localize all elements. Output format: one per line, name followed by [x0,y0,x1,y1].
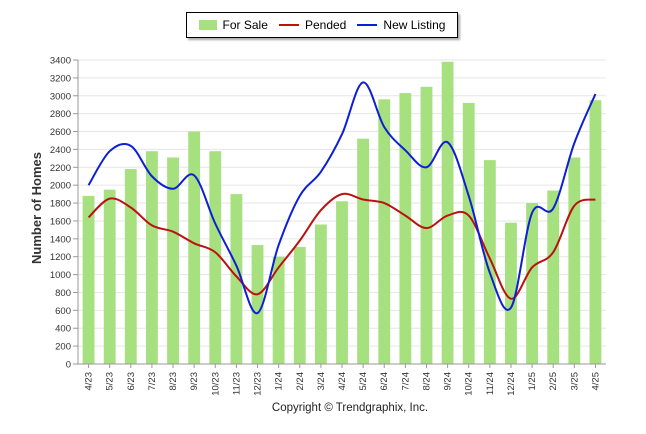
x-tick-label: 8/24 [421,372,432,391]
x-tick-label: 6/24 [379,372,390,391]
bar-for-sale [420,86,433,364]
copyright: Copyright © Trendgraphix, Inc. [271,402,429,414]
y-tick-label: 1400 [50,234,71,245]
x-tick-label: 12/23 [253,372,264,396]
bar-for-sale [251,245,264,364]
y-tick-label: 3200 [50,73,71,84]
legend-item-pended: Pended [278,18,347,32]
x-tick-label: 9/23 [189,372,200,391]
bar-for-sale [357,138,370,364]
legend-label-new-listing: New Listing [383,18,446,32]
bar-for-sale [399,93,412,365]
axes [73,59,606,368]
y-tick-label: 3400 [50,56,71,67]
x-tick-label: 12/24 [506,372,517,396]
y-tick-label: 2200 [50,163,71,174]
x-tick-label: 5/23 [105,372,116,391]
legend-swatch-pended [278,24,299,26]
x-tick-label: 11/23 [231,372,242,395]
y-tick-label: 2400 [50,145,71,156]
legend-label-for-sale: For Sale [222,18,268,32]
legend-swatch-new-listing [357,24,378,26]
bar-for-sale [589,100,602,364]
y-tick-label: 0 [66,360,71,371]
y-tick-label: 1800 [50,199,71,210]
bars-for-sale [82,61,602,365]
bar-for-sale [293,246,306,364]
x-tick-label: 4/24 [337,372,348,391]
bar-for-sale [462,102,475,364]
y-tick-label: 2000 [50,181,71,192]
legend-swatch-for-sale [198,20,217,30]
y-tick-label: 400 [55,324,71,335]
x-tick-label: 9/24 [443,372,454,391]
x-tick-label: 8/23 [168,372,179,391]
y-tick-label: 3000 [50,91,71,102]
y-tick-label: 800 [55,288,71,299]
legend-item-for-sale: For Sale [198,18,268,32]
line-new-listing [87,81,597,315]
x-tick-label: 4/23 [84,372,95,391]
y-tick-label: 1000 [50,270,71,281]
x-tick-label: 10/23 [210,372,221,396]
lines [87,81,597,315]
x-tick-label: 2/24 [295,372,306,391]
y-tick-label: 200 [55,342,71,353]
legend-label-pended: Pended [304,18,347,32]
y-axis-label: Number of Homes [29,152,44,264]
bar-for-sale [547,190,560,364]
x-tick-label: 7/24 [400,372,411,391]
bar-for-sale [483,160,496,364]
line-pended [87,192,596,300]
y-tick-label: 2800 [50,109,71,120]
bar-for-sale [441,61,454,364]
x-tick-label: 7/23 [147,372,158,391]
bar-for-sale [82,195,95,364]
bar-for-sale [336,201,348,364]
x-tick-label: 4/25 [590,372,601,391]
y-tick-label: 1600 [50,216,71,227]
bar-for-sale [272,256,285,364]
x-tick-label: 3/25 [569,372,580,391]
x-tick-label: 1/24 [274,372,285,391]
bar-for-sale [505,222,517,364]
y-tick-label: 1200 [50,252,71,263]
bar-for-sale [167,157,179,364]
bar-for-sale [146,151,158,364]
bar-for-sale [124,169,137,364]
x-tick-labels: 4/23 5/23 6/23 7/23 8/23 9/23 10/23 11/23 12/23 1… [84,372,602,396]
x-tick-label: 3/24 [316,372,327,391]
x-tick-label: 1/25 [527,372,538,391]
bar-for-sale [568,157,581,364]
bar-for-sale [188,131,201,364]
x-tick-label: 5/24 [358,372,369,391]
x-tick-label: 11/24 [485,372,496,395]
x-tick-label: 2/25 [548,372,559,391]
bar-for-sale [209,151,222,364]
bar-for-sale [526,203,538,364]
y-tick-labels: 0 200 400 600 800 1000 1200 1400 1600 1800 2000 220… [50,56,71,371]
y-tick-label: 2600 [50,127,71,138]
x-tick-label: 10/24 [464,372,475,396]
legend-item-new-listing: New Listing [357,18,445,32]
bar-for-sale [378,99,391,364]
x-tick-label: 6/23 [126,372,137,391]
bar-for-sale [103,189,116,364]
bar-for-sale [314,224,327,364]
legend: For Sale Pended New Listing [186,12,458,38]
bar-for-sale [230,194,243,364]
y-tick-label: 600 [55,306,71,317]
